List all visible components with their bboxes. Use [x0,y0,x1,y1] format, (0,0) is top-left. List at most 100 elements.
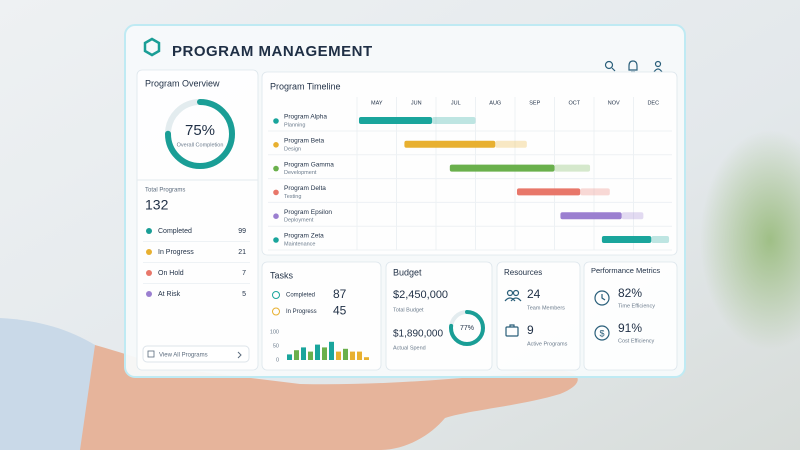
bar [357,351,362,360]
gantt-progress [516,188,581,196]
card-title: Program Overview [145,78,220,88]
program-dot [273,165,279,172]
y-tick-label: 100 [270,329,279,335]
gantt-remaining [621,212,644,220]
program-dot [273,237,279,243]
program-name: Program Zeta [284,233,324,240]
task-name: Completed [286,293,315,299]
status-name: On Hold [158,270,184,277]
bar [301,347,306,360]
button-label[interactable]: View All Programs [159,353,208,359]
gantt-progress [358,117,433,124]
program-phase: Maintenance [284,241,316,247]
team-icon [504,289,522,302]
performance-card [583,261,678,371]
task-name: In Progress [286,309,317,315]
status-dot [146,249,152,255]
month-label: NOV [608,100,620,106]
program-dot [273,118,279,124]
bar [322,347,327,360]
budget-actual: $1,890,000 [393,329,443,340]
user-icon[interactable] [653,60,663,73]
chevron [237,351,242,359]
task-count: 45 [333,304,347,318]
dollar-icon: $ [594,325,610,341]
view-all-button[interactable] [142,345,250,363]
gantt-remaining [554,164,591,172]
gantt-remaining [651,236,670,243]
resources-card [496,261,581,371]
program-name: Program Beta [284,138,324,145]
status-count: 5 [242,291,246,298]
button-icon [147,350,155,358]
bar [308,351,313,360]
task-icon [272,291,280,299]
program-phase: Deployment [284,218,314,224]
program-name: Program Gamma [284,161,334,168]
svg-text:$: $ [599,328,604,338]
status-name: At Risk [158,291,181,298]
metric-value: 82% [618,286,642,300]
status-dot [146,291,152,297]
task-icon [272,307,280,316]
card-title: Resources [504,268,542,277]
clock-icon [594,290,610,306]
y-tick-label: 0 [276,357,279,363]
card-title: Program Timeline [270,81,341,91]
card-title: Performance Metrics [591,266,660,275]
logo [143,37,161,57]
metric-label: Time Efficiency [618,303,655,309]
status-dot [146,228,152,234]
hand [0,330,578,450]
month-label: JUL [451,100,461,106]
status-dot [146,270,152,276]
donut-arc [449,310,485,346]
program-name: Program Alpha [284,114,327,121]
completion-label: Overall Completion [177,142,224,148]
bar [329,341,334,360]
status-count: 21 [238,249,246,256]
bar [343,348,348,360]
bar [315,344,320,360]
gantt-progress [404,140,496,148]
program-dot [273,142,279,148]
program-phase: Design [284,146,301,152]
gantt-remaining [495,140,527,148]
gantt-progress [449,164,555,172]
program-phase: Development [284,170,317,176]
program-dot [273,213,279,219]
budget-used: 77% [460,325,474,332]
program-dot [273,189,279,196]
month-label: OCT [568,100,580,106]
status-count: 99 [238,228,246,235]
total-label: Total Programs [145,188,185,194]
metric-value: 91% [618,321,642,335]
bar [287,354,292,360]
month-label: MAY [371,100,383,106]
sleeve [0,318,95,450]
bar [364,357,369,360]
plant-blur [700,130,800,350]
completion-value: 75% [185,122,215,139]
gantt-progress [560,212,622,220]
program-phase: Planning [284,122,305,128]
bar [294,350,299,360]
program-name: Program Delta [284,185,326,192]
budget-total-label: Total Budget [393,307,424,313]
tasks-card [261,261,382,371]
month-label: AUG [489,100,501,106]
gantt-progress [601,236,652,243]
program-phase: Testing [284,194,301,200]
resource-value: 24 [527,287,541,301]
y-tick-label: 50 [273,343,279,349]
budget-total: $2,450,000 [393,289,448,301]
gantt-remaining [432,117,476,124]
resource-label: Team Members [527,305,565,311]
bar [350,351,355,360]
status-count: 7 [242,270,246,277]
search-icon[interactable] [604,60,616,72]
card-title: Budget [393,267,422,277]
month-label: SEP [529,100,540,106]
bar [336,351,341,360]
status-name: In Progress [158,249,194,256]
